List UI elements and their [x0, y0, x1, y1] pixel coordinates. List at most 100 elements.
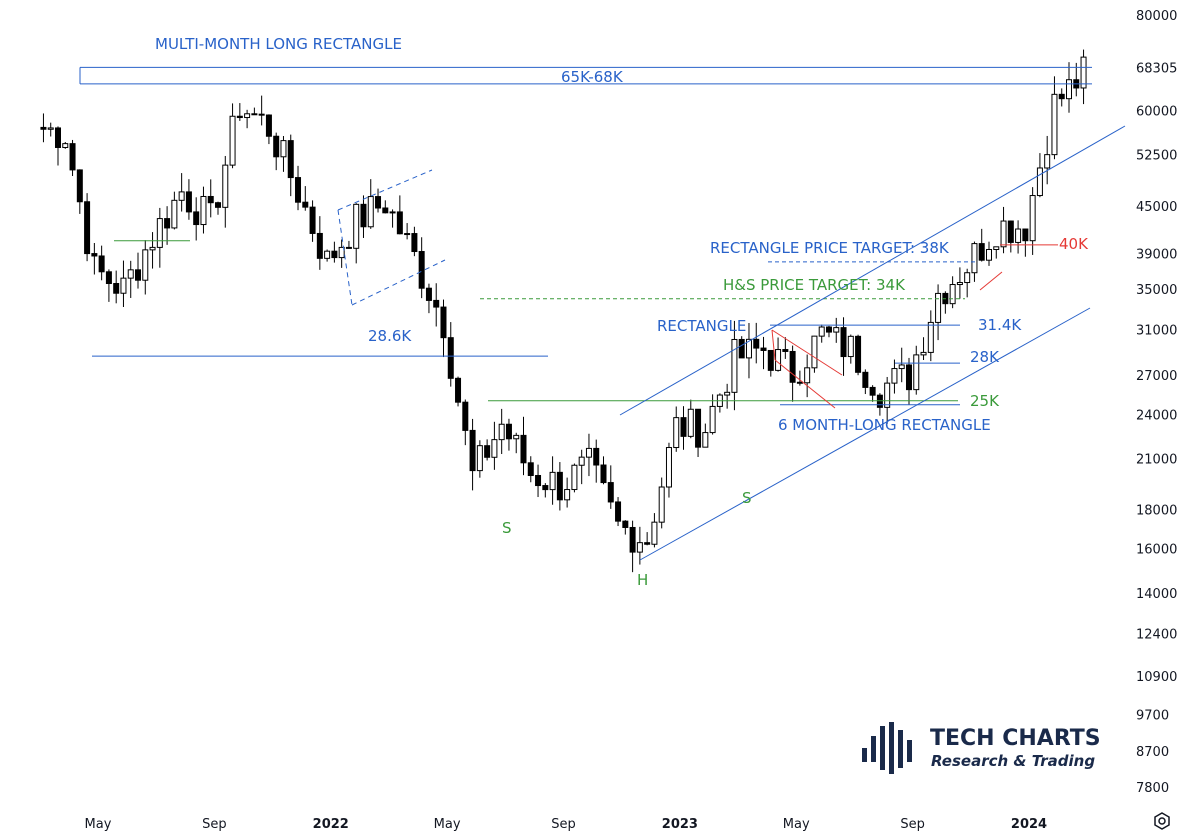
candle-body — [993, 246, 1000, 250]
candle-body — [825, 326, 832, 333]
bar-logo-icon — [880, 726, 885, 770]
annotation-label: 31.4K — [978, 316, 1022, 334]
y-tick-label: 10900 — [1136, 670, 1177, 685]
candle-body — [1015, 228, 1022, 243]
candle-body — [927, 321, 934, 353]
candle-body — [1080, 56, 1087, 89]
candle-body — [527, 462, 534, 477]
wedge-left-line — [771, 329, 776, 361]
y-tick-label: 31000 — [1136, 323, 1177, 338]
candle-body — [505, 423, 512, 440]
y-tick-label: 39000 — [1136, 247, 1177, 262]
candle-body — [964, 272, 971, 284]
candle-body — [644, 542, 651, 545]
candle-body — [396, 211, 403, 235]
candle-body — [738, 338, 745, 359]
candle-body — [578, 456, 585, 466]
candle-body — [905, 364, 912, 391]
candle-body — [309, 206, 316, 234]
candle-body — [745, 338, 752, 359]
candle-body — [345, 246, 352, 249]
candle-body — [113, 283, 120, 294]
candle-body — [411, 233, 418, 253]
chart-settings-button[interactable] — [1151, 810, 1173, 832]
flag-upper-line — [337, 169, 433, 211]
candle-body — [833, 327, 840, 333]
candle-body — [513, 434, 520, 440]
candle-body — [556, 471, 563, 501]
channel-lower-line — [639, 307, 1091, 561]
candle-body — [585, 447, 592, 458]
candle-body — [367, 196, 374, 228]
candle-body — [1036, 167, 1043, 197]
candle-body — [695, 408, 702, 448]
candle-body — [760, 347, 767, 351]
candle-body — [971, 243, 978, 274]
y-tick-label: 14000 — [1136, 587, 1177, 602]
candle-body — [149, 246, 156, 251]
candle-body — [142, 249, 149, 281]
x-tick-label: Sep — [551, 817, 576, 832]
candle-body — [171, 199, 178, 229]
candle-body — [316, 232, 323, 259]
candle-body — [767, 349, 774, 371]
candle-body — [564, 489, 571, 501]
channel-upper-line — [619, 125, 1126, 416]
candle-body — [498, 423, 505, 441]
candle-body — [869, 386, 876, 396]
candle-body — [804, 367, 811, 384]
annotation-label: 28.6K — [368, 327, 412, 345]
candle-body — [891, 368, 898, 384]
annotation-label: H&S PRICE TARGET: 34K — [723, 276, 906, 294]
candle-body — [360, 203, 367, 228]
candle-body — [302, 201, 309, 208]
x-tick-label: May — [85, 817, 112, 832]
candle-body — [295, 177, 302, 203]
candle-body — [731, 338, 738, 393]
candle-body — [404, 233, 411, 236]
candle-body — [956, 282, 963, 286]
candle-body — [796, 381, 803, 384]
candle-body — [389, 211, 396, 214]
gear-icon — [1154, 812, 1170, 830]
candle-body — [789, 350, 796, 383]
bar-logo-icon — [871, 736, 876, 762]
candle-body — [375, 196, 382, 209]
bar-logo-icon — [898, 730, 903, 768]
candle-body — [1051, 93, 1058, 156]
candle-body — [600, 464, 607, 484]
candle-body — [687, 408, 694, 437]
candle-body — [724, 391, 731, 396]
candle-body — [491, 439, 498, 458]
candle-body — [236, 115, 243, 119]
candle-body — [185, 191, 192, 213]
candle-body — [156, 218, 163, 248]
candle-body — [673, 417, 680, 449]
candle-body — [280, 140, 287, 158]
candle-body — [593, 447, 600, 466]
x-tick-label: Sep — [202, 817, 227, 832]
candle-body — [447, 337, 454, 379]
candle-body — [215, 202, 222, 208]
wedge-lower-line — [774, 359, 836, 409]
y-tick-label: 80000 — [1136, 9, 1177, 24]
y-tick-label: 9700 — [1136, 709, 1169, 724]
candle-body — [920, 351, 927, 356]
candle-body — [629, 526, 636, 553]
flag-left-line — [337, 209, 353, 306]
candle-body — [54, 127, 61, 148]
candle-body — [476, 445, 483, 472]
candle-body — [200, 195, 207, 226]
candle-body — [178, 191, 185, 201]
candle-body — [651, 521, 658, 545]
candle-body — [884, 382, 891, 408]
candle-body — [636, 542, 643, 553]
candle-body — [258, 113, 265, 116]
candle-body — [265, 114, 272, 137]
annotation-label: 40K — [1059, 235, 1089, 253]
candle-body — [382, 207, 389, 214]
bar-logo-icon — [862, 748, 867, 762]
candle-body — [898, 364, 905, 370]
annotation-label: 25K — [970, 392, 1000, 410]
candle-body — [207, 195, 214, 204]
